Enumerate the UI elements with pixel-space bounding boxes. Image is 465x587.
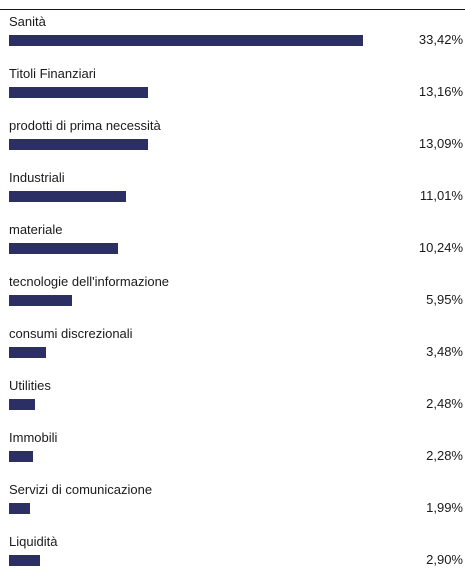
bar-category-label: Industriali xyxy=(9,170,65,185)
bar-value-label: 13,09% xyxy=(418,136,463,151)
bar-category-label: materiale xyxy=(9,222,63,237)
bar xyxy=(9,555,40,566)
bar-value-label: 1,99% xyxy=(426,500,463,515)
bar-value-label: 11,01% xyxy=(419,188,463,203)
bar xyxy=(9,87,149,98)
top-divider xyxy=(0,9,465,10)
bar xyxy=(9,191,126,202)
bar-row: Liquidità 2,90% xyxy=(0,535,465,587)
bar-row: materiale 10,24% xyxy=(0,223,465,275)
bar-row: Utilities 2,48% xyxy=(0,379,465,431)
bar xyxy=(9,399,36,410)
bar xyxy=(9,243,118,254)
bar xyxy=(9,347,46,358)
bar-row: Industriali 11,01% xyxy=(0,171,465,223)
bar-value-label: 33,42% xyxy=(418,32,463,47)
bar-category-label: Immobili xyxy=(9,430,58,445)
bar-row: prodotti di prima necessità 13,09% xyxy=(0,119,465,171)
bar xyxy=(9,451,34,462)
bar-value-label: 2,90% xyxy=(426,552,463,567)
bar-category-label: Utilities xyxy=(9,378,51,393)
bar-row: Servizi di comunicazione 1,99% xyxy=(0,483,465,535)
bar-value-label: 3,48% xyxy=(426,344,463,359)
bar-category-label: tecnologie dell'informazione xyxy=(9,274,170,289)
bar-category-label: prodotti di prima necessità xyxy=(9,118,161,133)
bar-value-label: 2,48% xyxy=(426,396,463,411)
bar-row: tecnologie dell'informazione 5,95% xyxy=(0,275,465,327)
bar-value-label: 13,16% xyxy=(418,84,463,99)
bar xyxy=(9,295,73,306)
bar-category-label: Servizi di comunicazione xyxy=(9,482,153,497)
bar-row: Sanità 33,42% xyxy=(0,15,465,67)
bar-row: Titoli Finanziari 13,16% xyxy=(0,67,465,119)
bar-value-label: 10,24% xyxy=(418,240,463,255)
bar xyxy=(9,139,148,150)
bar-row: Immobili 2,28% xyxy=(0,431,465,483)
bar-value-label: 2,28% xyxy=(426,448,463,463)
bar xyxy=(9,503,31,514)
bar-value-label: 5,95% xyxy=(426,292,463,307)
bar-row: consumi discrezionali 3,48% xyxy=(0,327,465,379)
bar-category-label: Liquidità xyxy=(9,534,58,549)
bar-category-label: Sanità xyxy=(9,14,46,29)
bar xyxy=(9,35,364,46)
bar-category-label: consumi discrezionali xyxy=(9,326,133,341)
sector-allocation-bar-chart: Sanità 33,42% Titoli Finanziari 13,16% prodo… xyxy=(0,15,465,567)
bar-category-label: Titoli Finanziari xyxy=(9,66,96,81)
